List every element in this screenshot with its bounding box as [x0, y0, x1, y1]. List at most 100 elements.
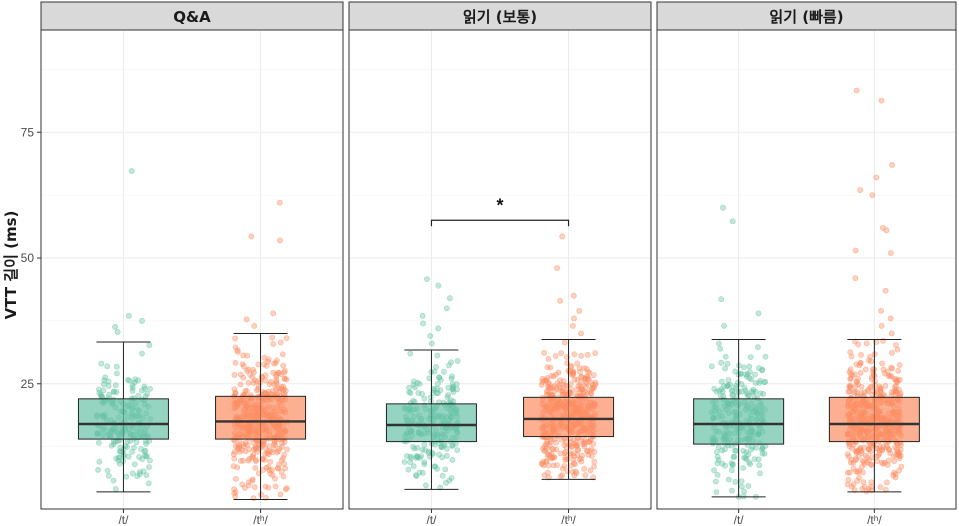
jitter-point [96, 386, 102, 393]
jitter-point [742, 387, 749, 394]
jitter-point [718, 378, 725, 385]
jitter-point [896, 386, 903, 393]
jitter-point [733, 382, 739, 389]
jitter-point [113, 363, 120, 370]
outlier-point [112, 323, 118, 330]
jitter-point [746, 375, 753, 382]
jitter-point [578, 458, 585, 465]
jitter-point [96, 458, 103, 465]
facet-strip-label: 읽기 (빠름) [769, 8, 843, 26]
jitter-point [232, 335, 238, 342]
jitter-point [708, 363, 715, 370]
jitter-point [410, 378, 417, 385]
jitter-point [401, 459, 408, 465]
jitter-point [590, 372, 597, 378]
jitter-point [714, 460, 721, 467]
outlier-point [755, 310, 762, 317]
jitter-point [892, 388, 899, 395]
jitter-point [570, 456, 577, 463]
jitter-point [892, 471, 899, 477]
jitter-point [106, 472, 112, 479]
jitter-point [250, 366, 256, 373]
jitter-point [237, 457, 244, 464]
jitter-point [406, 384, 412, 391]
outlier-point [578, 330, 584, 337]
jitter-point [897, 446, 904, 453]
jitter-point [257, 379, 263, 386]
jitter-point [882, 486, 889, 493]
jitter-point [410, 443, 416, 450]
jitter-point [893, 378, 900, 385]
jitter-point [262, 483, 269, 490]
jitter-point [245, 457, 252, 464]
jitter-point [421, 395, 428, 402]
jitter-point [738, 478, 745, 484]
jitter-point [848, 353, 855, 360]
jitter-point [560, 382, 567, 388]
outlier-point [888, 330, 895, 337]
jitter-point [571, 351, 578, 358]
jitter-point [421, 459, 428, 466]
jitter-point [550, 373, 557, 380]
jitter-point [453, 381, 460, 388]
jitter-point [450, 386, 456, 392]
jitter-point [557, 473, 564, 480]
jitter-point [729, 467, 735, 474]
jitter-point [557, 377, 563, 383]
jitter-point [413, 452, 420, 459]
jitter-point [577, 369, 583, 375]
jitter-point [284, 446, 290, 453]
jitter-point [868, 462, 875, 468]
outlier-point [248, 233, 255, 240]
jitter-point [759, 450, 766, 457]
panel-border [656, 29, 957, 510]
jitter-point [884, 461, 891, 468]
outlier-point [869, 192, 876, 198]
jitter-point [232, 344, 239, 351]
jitter-point [125, 453, 132, 460]
jitter-point [278, 468, 285, 475]
jitter-point [141, 452, 148, 459]
jitter-point [232, 390, 239, 396]
jitter-point [551, 383, 558, 390]
jitter-point [570, 436, 577, 443]
jitter-point [885, 457, 892, 464]
jitter-point [236, 442, 243, 449]
jitter-point [714, 471, 721, 478]
jitter-point [141, 385, 148, 392]
y-axis-label: VTT 길이 (ms) [2, 211, 20, 320]
jitter-point [896, 451, 902, 458]
jitter-point [889, 365, 895, 372]
jitter-point [587, 467, 594, 474]
jitter-point [272, 475, 278, 482]
jitter-point [561, 339, 568, 346]
jitter-point [449, 373, 455, 380]
jitter-point [269, 334, 276, 341]
jitter-point [592, 379, 599, 386]
outlier-point [570, 292, 577, 299]
jitter-point [725, 476, 732, 483]
outlier-point [889, 161, 895, 168]
jitter-point [110, 389, 117, 395]
jitter-point [272, 483, 279, 490]
jitter-point [724, 383, 731, 390]
outlier-point [882, 287, 889, 294]
jitter-point [845, 453, 852, 460]
jitter-point [578, 352, 585, 359]
x-tick-label: /t/ [118, 513, 129, 526]
jitter-point [578, 373, 585, 380]
jitter-point [547, 364, 554, 371]
facet-strip-label: 읽기 (보통) [463, 8, 537, 26]
jitter-point [858, 351, 864, 358]
jitter-point [853, 378, 860, 385]
jitter-point [440, 368, 447, 375]
outlier-point [128, 168, 135, 174]
jitter-point [570, 369, 577, 376]
jitter-point [581, 436, 588, 443]
jitter-point [858, 390, 865, 397]
jitter-point [439, 472, 446, 479]
jitter-point [543, 457, 550, 464]
outlier-point [571, 315, 577, 322]
panel-border [348, 29, 652, 510]
jitter-point [747, 354, 754, 360]
